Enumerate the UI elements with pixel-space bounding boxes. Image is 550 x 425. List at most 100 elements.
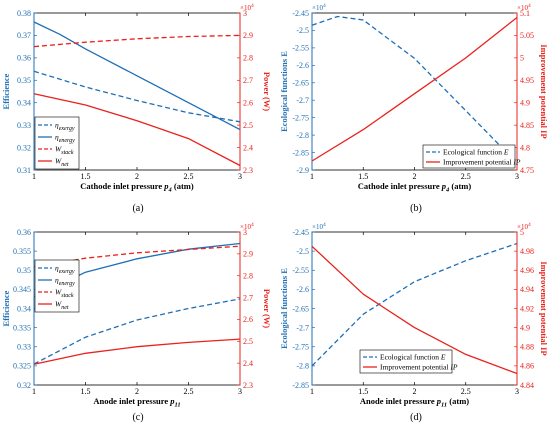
exponent-power: 4: [251, 3, 254, 9]
x-label-sub: 4: [445, 187, 450, 194]
y-right-tick-label: 4.95: [520, 76, 534, 85]
y-left-tick-label: 0.38: [17, 9, 31, 18]
x-axis-label: Cathode inlet pressure p4 (atm): [80, 181, 194, 194]
x-tick-label: 1.5: [81, 172, 91, 181]
y-right-exponent: ×104: [240, 3, 254, 12]
y-left-tick-label: -2.6: [296, 61, 309, 70]
y-left-tick-label: -2.65: [292, 304, 309, 313]
panel-b: 1 1.5 2 2.5 3-2.9-2.85-2.8-2.75-2.7-2.65-2.6…: [279, 3, 549, 214]
legend-name: Ecological function: [380, 353, 441, 362]
y-right-tick-label: 4.86: [520, 362, 534, 371]
y-right-tick-label: 4.94: [520, 285, 534, 294]
panel-label: (b): [410, 203, 422, 214]
legend-entry: Wnet: [55, 300, 69, 312]
legend-var: E: [440, 353, 446, 362]
y-left-tick-label: 0.33: [17, 121, 31, 130]
x-tick-label: 2.5: [184, 172, 194, 181]
legend-entry: Improvement potential IP: [380, 363, 458, 372]
y-left-tick-label: 0.36: [17, 228, 31, 237]
y-left-tick-label: 0.345: [13, 285, 31, 294]
legend-entry: ηenergy: [55, 276, 75, 288]
legend-name: η: [55, 121, 59, 130]
exponent-base: ×10: [517, 4, 528, 12]
x-tick-label: 2.5: [184, 387, 194, 396]
y-right-tick-label: 2.9: [243, 250, 253, 259]
series-line-exergy: [33, 298, 241, 365]
x-tick-label: 2: [413, 172, 417, 181]
legend-var: IP: [449, 363, 457, 372]
y-left-tick-label: -2.9: [296, 166, 309, 175]
legend-name: Ecological function: [443, 148, 504, 157]
y-left-tick-label: 0.34: [17, 99, 31, 108]
y-right-axis-label: Improvement potential IP: [539, 44, 549, 138]
y-left-tick-label: -2.65: [292, 79, 309, 88]
x-label-sub: 4: [168, 187, 173, 194]
y-right-tick-label: 4.9: [520, 323, 530, 332]
y-right-tick-label: 3: [243, 9, 247, 18]
series-line-ip: [311, 245, 518, 375]
legend-sub: net: [61, 162, 69, 168]
y-right-tick-label: 2.7: [243, 293, 253, 302]
legend-box: [34, 259, 80, 313]
x-tick-label: 2: [135, 387, 139, 396]
x-tick-label: 1: [32, 387, 36, 396]
legend-entry: ηexergy: [55, 264, 75, 276]
y-left-tick-label: 0.36: [17, 54, 31, 63]
legend-name: W: [55, 157, 62, 166]
y-left-tick-label: 0.355: [13, 247, 31, 256]
legend-var: IP: [512, 158, 520, 167]
series-line-exergy: [33, 70, 241, 123]
y-left-tick-label: -2.85: [292, 381, 309, 390]
legend-sub: stack: [61, 150, 74, 156]
x-tick-label: 1.5: [358, 387, 368, 396]
y-left-tick-label: -2.45: [292, 228, 309, 237]
y-left-axis-label: Ecological functions E: [279, 268, 289, 349]
x-tick-label: 1: [32, 172, 36, 181]
x-tick-label: 1: [310, 172, 314, 181]
y-left-exponent: ×104: [312, 222, 326, 231]
exponent-power: 4: [323, 3, 326, 9]
y-left-tick-label: -2.55: [292, 266, 309, 275]
y-right-tick-label: 2.8: [243, 272, 253, 281]
y-left-tick-label: 0.32: [17, 381, 31, 390]
y-left-tick-label: -2.6: [296, 285, 309, 294]
x-tick-label: 2: [135, 172, 139, 181]
y-left-tick-label: 0.37: [17, 31, 31, 40]
x-tick-label: 3: [515, 387, 519, 396]
y-left-tick-label: -2.75: [292, 113, 309, 122]
y-right-exponent: ×104: [240, 222, 254, 231]
x-tick-label: 3: [238, 387, 242, 396]
x-label-var: p: [169, 396, 174, 406]
x-label-var: p: [163, 181, 168, 191]
legend-sub: exergy: [59, 126, 75, 132]
x-tick-label: 1.5: [358, 172, 368, 181]
y-right-tick-label: 5: [520, 228, 524, 237]
exponent-power: 4: [323, 222, 326, 228]
y-left-tick-label: 0.335: [13, 323, 31, 332]
legend-entry: Improvement potential IP: [443, 158, 521, 167]
x-label-unit: (atm): [449, 181, 471, 191]
x-label-text: Cathode inlet pressure: [358, 181, 442, 191]
panel-a: 1 1.5 2 2.5 3 0.31 0.32 0.33 0.34 0.35 0.36 0.37 0.3…: [1, 3, 272, 214]
exponent-power: 4: [251, 222, 254, 228]
legend-entry: Ecological function E: [443, 148, 509, 157]
x-label-text: Anode inlet pressure: [93, 396, 170, 406]
y-right-tick-label: 4.98: [520, 247, 534, 256]
y-right-tick-label: 2.6: [243, 99, 253, 108]
exponent-base: ×10: [240, 4, 251, 12]
series-line-net: [33, 338, 241, 365]
x-tick-label: 3: [515, 172, 519, 181]
y-left-tick-label: 0.33: [17, 343, 31, 352]
y-left-tick-label: -2.5: [296, 247, 309, 256]
y-right-tick-label: 2.4: [243, 143, 253, 152]
x-label-text: Anode inlet pressure: [360, 396, 437, 406]
exponent-base: ×10: [312, 223, 323, 231]
y-right-tick-label: 2.4: [243, 359, 253, 368]
y-left-tick-label: -2.45: [292, 9, 309, 18]
y-right-tick-label: 3: [243, 228, 247, 237]
y-right-tick-label: 4.75: [520, 166, 534, 175]
legend-box: [34, 116, 80, 170]
x-label-unit: (atm): [172, 181, 194, 191]
